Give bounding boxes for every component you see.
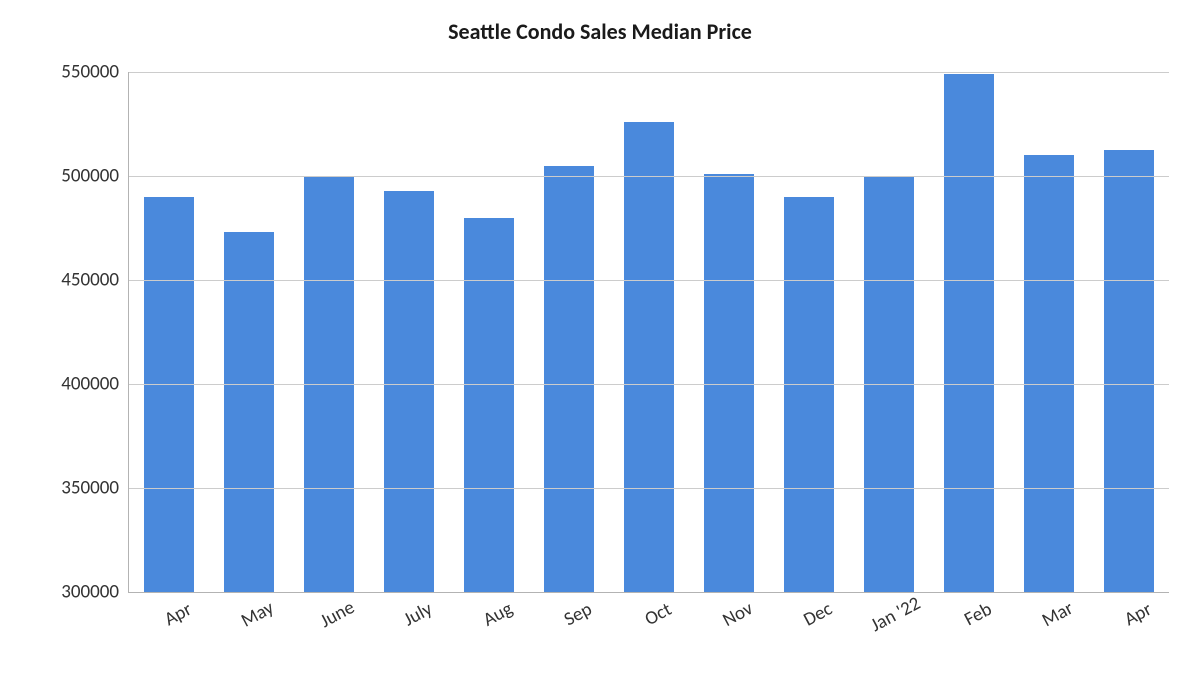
bar (544, 166, 594, 592)
bar (464, 218, 514, 592)
gridline (129, 176, 1169, 177)
gridline (129, 72, 1169, 73)
x-axis-tick-label: Oct (634, 586, 675, 631)
bar (704, 174, 754, 592)
chart-title: Seattle Condo Sales Median Price (0, 18, 1200, 45)
x-axis-tick-label: Apr (1114, 586, 1156, 632)
y-axis-tick-label: 550000 (61, 61, 129, 84)
x-axis-tick-label: July (393, 585, 436, 631)
gridline (129, 488, 1169, 489)
gridline (129, 280, 1169, 281)
y-axis-tick-label: 300000 (61, 581, 129, 604)
bar (624, 122, 674, 592)
chart-container: Seattle Condo Sales Median Price 3000003… (0, 0, 1200, 686)
bar (144, 197, 194, 592)
bar (1104, 150, 1154, 592)
y-axis-tick-label: 500000 (61, 165, 129, 188)
gridline (129, 384, 1169, 385)
bar (1024, 155, 1074, 592)
bar (944, 74, 994, 592)
y-axis-tick-label: 350000 (61, 477, 129, 500)
x-axis-tick-label: Sep (554, 585, 596, 631)
x-axis-tick-label: Dec (793, 585, 836, 631)
x-axis-tick-label: Feb (954, 585, 996, 631)
bars-layer (129, 72, 1169, 592)
bar (784, 197, 834, 592)
y-axis-tick-label: 400000 (61, 373, 129, 396)
plot-area: 300000350000400000450000500000550000AprM… (128, 72, 1169, 593)
y-axis-tick-label: 450000 (61, 269, 129, 292)
bar (224, 232, 274, 592)
bar (384, 191, 434, 592)
x-axis-tick-label: Apr (154, 586, 196, 632)
